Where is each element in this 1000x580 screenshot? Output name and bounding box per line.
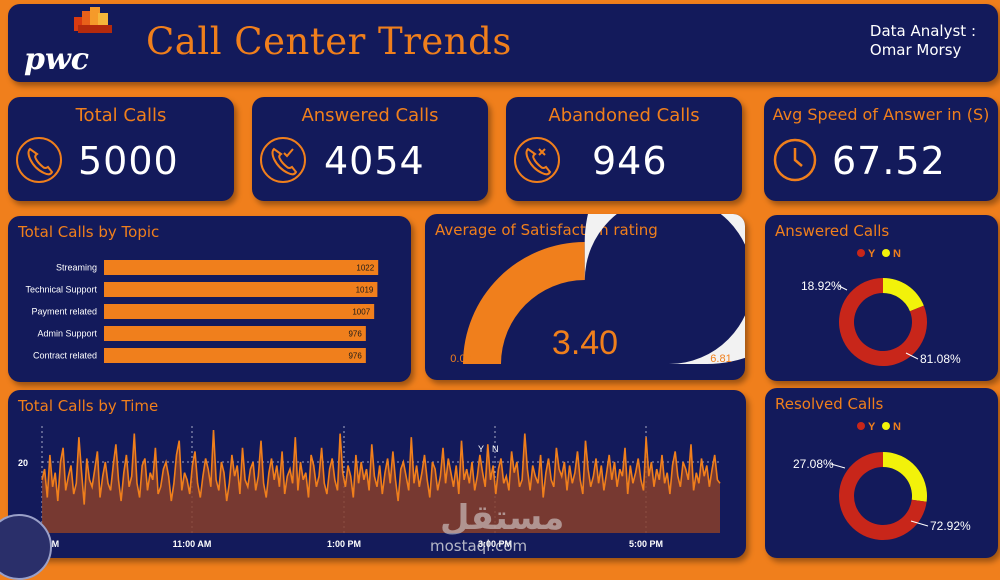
- bar: [104, 348, 366, 363]
- donut-slice-n: [883, 452, 927, 502]
- dashboard-title: Call Center Trends: [146, 20, 512, 63]
- legend-marker-y: [857, 249, 865, 257]
- legend-marker-n: [882, 422, 890, 430]
- kpi-label: Abandoned Calls: [548, 105, 700, 126]
- phone-check-icon: [260, 137, 306, 183]
- watermark-text: mostaql.com: [430, 537, 528, 555]
- leader-line-y: [905, 352, 919, 360]
- bar-category-label: Contract related: [33, 351, 97, 361]
- series-line: [41, 430, 721, 505]
- leader-line-n: [830, 463, 846, 469]
- x-tick-label: 11:00 AM: [173, 539, 212, 549]
- phone-icon: [16, 137, 62, 183]
- bar: [104, 304, 375, 319]
- satisfaction-gauge-panel: Average of Satisfaction rating 3.40 0.00 6…: [425, 214, 745, 380]
- kpi-avg-speed: Avg Speed of Answer in (S) 67.52: [764, 97, 998, 201]
- header-banner: pwc Call Center Trends Data Analyst : Om…: [8, 4, 998, 82]
- panel-title: Total Calls by Time: [18, 397, 159, 415]
- donut-data-label-y: 81.08%: [920, 352, 961, 366]
- donut-slice-n: [883, 278, 924, 312]
- panel-title: Total Calls by Topic: [18, 223, 160, 241]
- bar-data-label: 1007: [352, 308, 370, 317]
- bar-category-label: Technical Support: [25, 285, 97, 295]
- phone-x-icon: [514, 137, 560, 183]
- gauge-value-arc: [463, 242, 585, 364]
- panel-title: Resolved Calls: [775, 395, 884, 413]
- bar: [104, 260, 379, 275]
- kpi-answered-calls: Answered Calls 4054: [252, 97, 488, 201]
- kpi-value: 5000: [78, 139, 179, 183]
- analyst-name: Omar Morsy: [869, 41, 962, 59]
- resolved-donut-chart: Y N 27.08% 72.92%: [793, 421, 971, 540]
- bar-category-label: Streaming: [56, 263, 97, 273]
- gauge-value-label: 3.40: [552, 324, 618, 362]
- bar-data-label: 976: [348, 352, 362, 361]
- legend-marker-n: [882, 249, 890, 257]
- x-tick-label: 5:00 PM: [629, 539, 663, 549]
- corner-badge-icon: [0, 514, 52, 580]
- bar-data-label: 1019: [356, 286, 374, 295]
- analyst-label: Data Analyst :: [869, 22, 976, 40]
- leader-line-n: [838, 285, 848, 291]
- legend-label-n: N: [893, 248, 901, 260]
- kpi-value: 4054: [324, 139, 425, 183]
- bar-category-label: Admin Support: [37, 329, 97, 339]
- pwc-logo-mark: [74, 7, 112, 33]
- legend-label-y: Y: [868, 421, 876, 433]
- donut-data-label-y: 72.92%: [930, 519, 971, 533]
- gauge-min-label: 0.00: [450, 353, 471, 365]
- gauge-max-label: 6.81: [710, 353, 731, 365]
- donut-slice-y: [839, 278, 927, 366]
- kpi-total-calls: Total Calls 5000: [8, 97, 234, 201]
- kpi-label: Total Calls: [75, 105, 167, 126]
- kpi-value: 67.52: [832, 139, 946, 183]
- analyst-credit: Data Analyst : Omar Morsy: [870, 22, 976, 60]
- gauge-remaining-arc: [584, 214, 745, 364]
- legend-label-n: N: [893, 421, 901, 433]
- kpi-label: Avg Speed of Answer in (S): [772, 105, 990, 124]
- bar: [104, 326, 366, 341]
- donut-data-label-n: 18.92%: [801, 279, 842, 293]
- panel-title: Answered Calls: [775, 222, 890, 240]
- marker-label: Y: [478, 444, 484, 454]
- satisfaction-gauge: 3.40 0.00 6.81: [450, 214, 745, 365]
- marker-label: N: [492, 444, 499, 454]
- bar-category-label: Payment related: [31, 307, 97, 317]
- kpi-abandoned-calls: Abandoned Calls 946: [506, 97, 742, 201]
- clock-icon: [773, 138, 817, 182]
- kpi-value: 946: [592, 139, 668, 183]
- donut-data-label-n: 27.08%: [793, 457, 834, 471]
- legend-marker-y: [857, 422, 865, 430]
- x-tick-label: 1:00 PM: [327, 539, 361, 549]
- bar-data-label: 1022: [356, 264, 374, 273]
- legend-label-y: Y: [868, 248, 876, 260]
- leader-line-y: [910, 520, 929, 527]
- answered-donut-panel: Answered Calls Y N 18.92% 81.08%: [765, 215, 998, 381]
- bar-data-label: 976: [348, 330, 362, 339]
- topic-chart-panel: Total Calls by Topic Streaming 1022 Techni…: [8, 216, 411, 382]
- topic-bar-chart: Streaming 1022 Technical Support 1019 Paymen…: [25, 260, 379, 363]
- x-tick-label: 3:00 PM: [478, 539, 512, 549]
- answered-donut-chart: Y N 18.92% 81.08%: [801, 248, 961, 366]
- bar: [104, 282, 378, 297]
- resolved-donut-panel: Resolved Calls Y N 27.08% 72.92%: [765, 388, 998, 558]
- kpi-label: Answered Calls: [301, 105, 439, 126]
- watermark-arabic: مستقل: [440, 498, 565, 538]
- pwc-logo-text: pwc: [24, 42, 90, 77]
- donut-slice-y: [839, 452, 927, 540]
- y-tick-label: 20: [18, 458, 28, 468]
